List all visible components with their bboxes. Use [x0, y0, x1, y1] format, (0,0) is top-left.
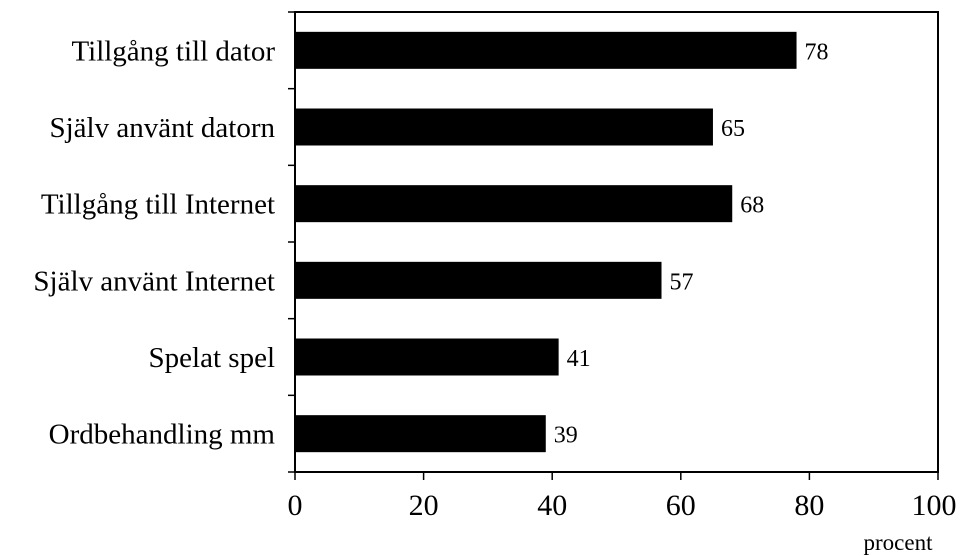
category-label: Spelat spel [149, 342, 275, 374]
x-tick-label: 60 [666, 489, 696, 522]
data-label: 65 [721, 116, 745, 142]
x-tick-label: 20 [409, 489, 439, 522]
data-label: 78 [805, 39, 829, 65]
x-tick-label: 0 [288, 489, 303, 522]
x-tick-label: 40 [537, 489, 567, 522]
bar [295, 261, 662, 299]
x-tick-label: 100 [912, 489, 957, 522]
category-label: Själv använt datorn [49, 112, 275, 144]
bar [295, 185, 733, 223]
x-axis-label: procent [864, 530, 934, 555]
x-tick-label: 80 [794, 489, 824, 522]
bar [295, 31, 797, 69]
data-label: 39 [554, 423, 578, 449]
plot-frame [294, 11, 939, 473]
data-label: 57 [670, 269, 694, 295]
data-label: 68 [740, 193, 764, 219]
bar [295, 108, 713, 146]
bar [295, 338, 559, 376]
category-label: Ordbehandling mm [49, 419, 276, 451]
category-label: Själv använt Internet [33, 265, 275, 297]
category-label: Tillgång till Internet [41, 189, 275, 221]
category-label: Tillgång till dator [71, 35, 275, 67]
bar [295, 415, 546, 453]
data-label: 41 [567, 346, 591, 372]
